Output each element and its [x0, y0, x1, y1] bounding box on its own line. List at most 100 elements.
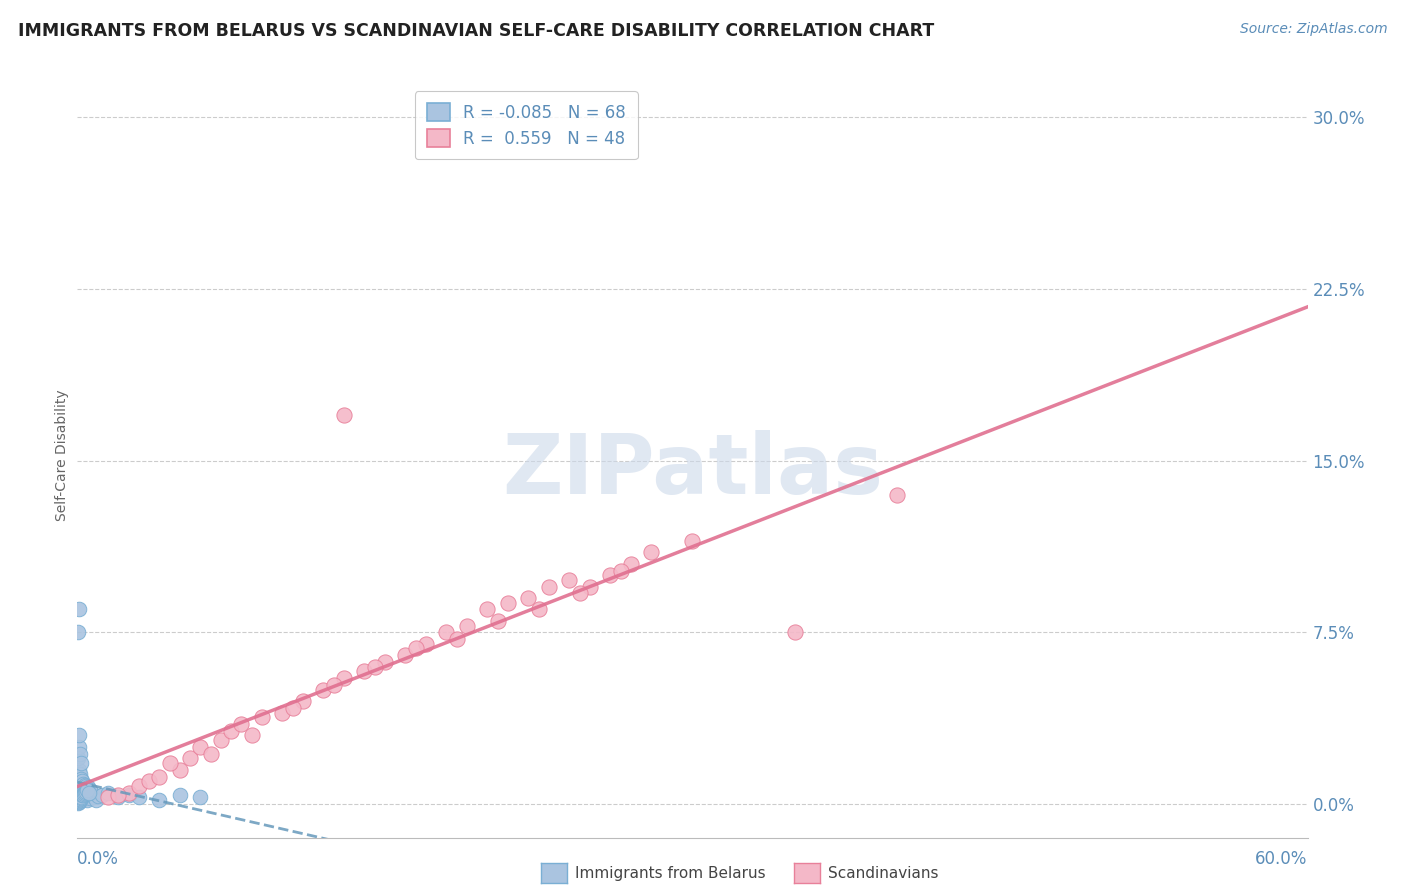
Point: [415, 637, 437, 651]
Point: [640, 545, 662, 559]
Text: Source: ZipAtlas.com: Source: ZipAtlas.com: [1240, 22, 1388, 37]
Point: [70, 756, 93, 770]
Point: [75, 790, 97, 805]
Point: [73, 778, 96, 792]
Point: [209, 733, 232, 747]
Point: [333, 671, 356, 685]
Point: [97, 790, 120, 805]
Point: [70, 772, 93, 786]
Point: [67, 794, 90, 808]
Point: [67, 728, 90, 742]
Point: [67, 783, 90, 797]
Text: IMMIGRANTS FROM BELARUS VS SCANDINAVIAN SELF-CARE DISABILITY CORRELATION CHART: IMMIGRANTS FROM BELARUS VS SCANDINAVIAN …: [18, 22, 935, 40]
Point: [69, 747, 91, 761]
Point: [67, 625, 90, 640]
Point: [353, 665, 375, 679]
Point: [558, 573, 581, 587]
Point: [477, 602, 499, 616]
Point: [67, 770, 90, 784]
Point: [219, 723, 242, 738]
Point: [107, 788, 129, 802]
Point: [72, 783, 94, 797]
Point: [87, 789, 110, 804]
Point: [69, 781, 91, 796]
Text: 0.0%: 0.0%: [77, 850, 120, 868]
Point: [682, 533, 704, 548]
Point: [83, 790, 105, 805]
Point: [496, 596, 519, 610]
Point: [67, 794, 90, 808]
Point: [73, 787, 96, 801]
Point: [73, 784, 96, 798]
Point: [517, 591, 540, 605]
Point: [436, 625, 458, 640]
Point: [72, 781, 94, 796]
Text: Scandinavians: Scandinavians: [828, 866, 939, 880]
Point: [67, 602, 90, 616]
Point: [394, 648, 416, 663]
Point: [73, 786, 96, 800]
Point: [79, 791, 101, 805]
Point: [128, 779, 150, 793]
Point: [620, 557, 643, 571]
Point: [84, 792, 107, 806]
Point: [568, 586, 591, 600]
Text: 60.0%: 60.0%: [1256, 850, 1308, 868]
Point: [537, 580, 560, 594]
Point: [405, 641, 427, 656]
Point: [69, 790, 91, 805]
Point: [240, 728, 263, 742]
Point: [75, 784, 97, 798]
Point: [72, 774, 94, 789]
Point: [69, 791, 91, 805]
Point: [70, 786, 93, 800]
Point: [159, 756, 181, 770]
Point: [179, 751, 201, 765]
Point: [67, 779, 90, 793]
Point: [188, 739, 212, 754]
Point: [374, 655, 396, 669]
Point: [70, 779, 93, 793]
Point: [446, 632, 468, 647]
Point: [72, 790, 94, 805]
Point: [69, 792, 91, 806]
Point: [72, 788, 94, 802]
Point: [75, 786, 97, 800]
Point: [67, 792, 90, 806]
Point: [231, 717, 253, 731]
Point: [72, 788, 94, 802]
Point: [271, 706, 294, 720]
Point: [76, 786, 98, 800]
Legend: R = -0.085   N = 68, R =  0.559   N = 48: R = -0.085 N = 68, R = 0.559 N = 48: [415, 91, 638, 160]
Point: [69, 790, 91, 805]
Point: [77, 786, 100, 800]
Point: [128, 790, 150, 805]
Text: Immigrants from Belarus: Immigrants from Belarus: [575, 866, 766, 880]
Point: [148, 792, 170, 806]
Point: [76, 783, 98, 797]
Point: [117, 788, 139, 802]
Point: [69, 793, 91, 807]
Point: [138, 774, 160, 789]
Point: [886, 488, 908, 502]
Point: [90, 788, 114, 802]
Point: [76, 780, 98, 794]
Point: [69, 767, 91, 781]
Point: [97, 786, 120, 800]
Point: [783, 625, 806, 640]
Point: [67, 739, 90, 754]
Point: [291, 694, 314, 708]
Point: [333, 408, 356, 422]
Point: [169, 788, 191, 802]
Y-axis label: Self-Care Disability: Self-Care Disability: [55, 389, 69, 521]
Point: [72, 776, 94, 790]
Text: ZIPatlas: ZIPatlas: [502, 430, 883, 511]
Point: [79, 783, 101, 797]
Point: [456, 618, 478, 632]
Point: [80, 788, 103, 802]
Point: [67, 776, 90, 790]
Point: [200, 747, 222, 761]
Point: [67, 788, 90, 802]
Point: [148, 770, 170, 784]
Point: [322, 678, 344, 692]
